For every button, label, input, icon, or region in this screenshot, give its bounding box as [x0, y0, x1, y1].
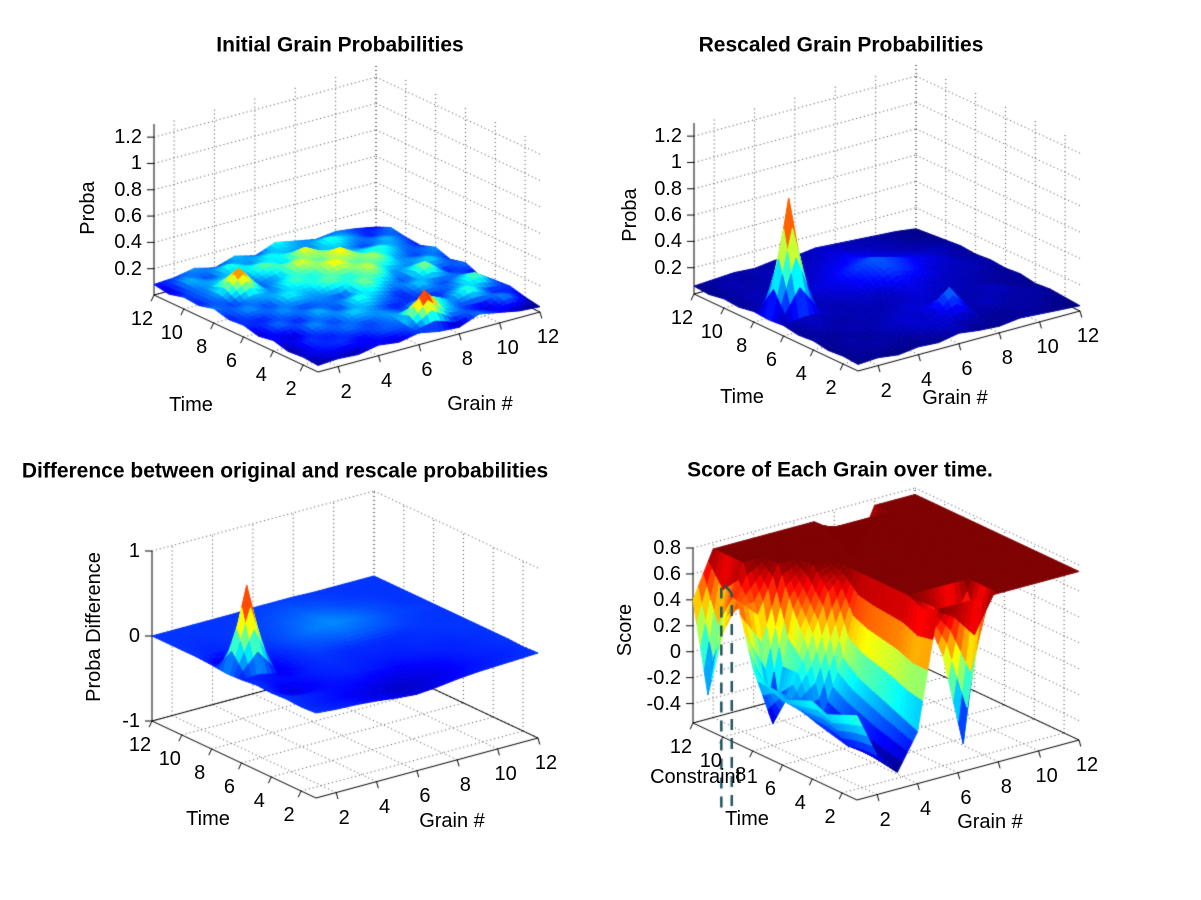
- grain-tick-label: 8: [461, 347, 473, 370]
- z-tick-label: 0: [669, 640, 681, 663]
- plot1-yaxis-label: Time: [169, 394, 213, 416]
- z-tick-label: 0: [128, 625, 140, 647]
- grain-tick-label: 2: [880, 379, 892, 402]
- grain-tick-label: 10: [494, 762, 517, 785]
- grain-tick-label: 10: [496, 336, 519, 359]
- time-tick-label: 2: [285, 378, 297, 400]
- grain-tick-label: 6: [960, 786, 972, 809]
- z-tick-label: 0.2: [653, 614, 681, 637]
- z-tick-label: 0.4: [653, 588, 681, 611]
- time-tick-label: 4: [795, 363, 807, 385]
- time-tick-label: 4: [794, 792, 806, 814]
- constraint-annotation-label: Constraint 1: [650, 766, 758, 788]
- time-tick-label: 12: [128, 734, 152, 756]
- grain-tick-label: 8: [1000, 775, 1012, 798]
- plot4-title: Score of Each Grain over time.: [687, 458, 993, 482]
- z-tick-label: 0.6: [114, 205, 142, 228]
- grain-tick-label: 12: [534, 752, 558, 774]
- plot1-title: Initial Grain Probabilities: [216, 33, 464, 57]
- grain-tick-label: 2: [338, 806, 350, 829]
- z-tick-label: -0.4: [646, 692, 681, 715]
- time-tick-label: 10: [700, 321, 723, 343]
- grain-tick-label: 10: [1035, 764, 1058, 787]
- plot3-xaxis-label: Grain #: [419, 810, 485, 832]
- time-tick-label: 2: [283, 804, 295, 826]
- z-tick-label: -0.2: [646, 666, 681, 689]
- time-tick-label: 2: [824, 806, 836, 828]
- plot4-yaxis-label: Time: [725, 808, 769, 830]
- grain-tick-label: 6: [419, 784, 431, 807]
- z-tick-label: 0.8: [654, 177, 682, 200]
- z-tick-label: 1: [128, 540, 140, 562]
- grain-tick-label: 4: [380, 369, 393, 392]
- z-tick-label: 1.2: [654, 125, 682, 148]
- z-tick-label: -1: [122, 710, 140, 732]
- time-tick-label: 10: [699, 750, 722, 772]
- time-tick-label: 8: [194, 762, 206, 784]
- plot2-title: Rescaled Grain Probabilities: [698, 33, 984, 57]
- z-tick-label: 0.2: [114, 257, 142, 280]
- z-tick-label: 0.4: [114, 231, 142, 254]
- grain-tick-label: 12: [1075, 754, 1099, 776]
- z-tick-label: 0.8: [653, 537, 681, 559]
- grain-tick-label: 8: [459, 773, 471, 796]
- plot1-xaxis-label: Grain #: [447, 393, 513, 415]
- time-tick-label: 4: [253, 790, 265, 812]
- z-tick-label: 1: [670, 151, 682, 174]
- time-tick-label: 8: [736, 335, 748, 357]
- time-tick-label: 10: [160, 322, 183, 344]
- time-tick-label: 6: [225, 350, 238, 372]
- grain-tick-label: 2: [879, 808, 891, 831]
- grain-tick-label: 8: [1001, 346, 1013, 369]
- plot3-title: Difference between original and rescale …: [21, 459, 549, 483]
- z-tick-label: 1: [130, 152, 142, 175]
- time-tick-label: 12: [669, 736, 693, 758]
- plot4-xaxis-label: Grain #: [957, 811, 1023, 833]
- plot2-xaxis-label: Grain #: [922, 387, 988, 409]
- time-tick-label: 6: [765, 349, 778, 371]
- grain-tick-label: 4: [919, 797, 932, 820]
- z-tick-label: 1.2: [114, 126, 142, 149]
- plot3-yaxis-label: Time: [186, 808, 230, 830]
- time-tick-label: 12: [670, 307, 694, 329]
- grain-tick-label: 10: [1036, 335, 1059, 358]
- time-tick-label: 10: [158, 748, 181, 770]
- z-tick-label: 0.6: [653, 562, 681, 585]
- grain-tick-label: 4: [920, 368, 933, 391]
- grain-tick-label: 2: [340, 380, 352, 403]
- time-tick-label: 6: [764, 778, 777, 800]
- grain-tick-label: 12: [1076, 325, 1100, 347]
- time-tick-label: 4: [255, 364, 267, 386]
- grain-tick-label: 6: [961, 357, 973, 380]
- plot2-yaxis-label: Time: [720, 386, 764, 408]
- time-tick-label: 8: [196, 336, 208, 358]
- grain-tick-label: 12: [536, 326, 560, 348]
- z-tick-label: 0.8: [114, 178, 142, 201]
- time-tick-label: 12: [130, 308, 154, 330]
- grain-tick-label: 4: [378, 795, 391, 818]
- grain-tick-label: 6: [421, 358, 433, 381]
- time-tick-label: 6: [223, 776, 236, 798]
- time-tick-label: 8: [735, 764, 747, 786]
- z-tick-label: 0.2: [654, 256, 682, 279]
- z-tick-label: 0.6: [654, 204, 682, 227]
- time-tick-label: 2: [825, 377, 837, 399]
- z-tick-label: 0.4: [654, 230, 682, 253]
